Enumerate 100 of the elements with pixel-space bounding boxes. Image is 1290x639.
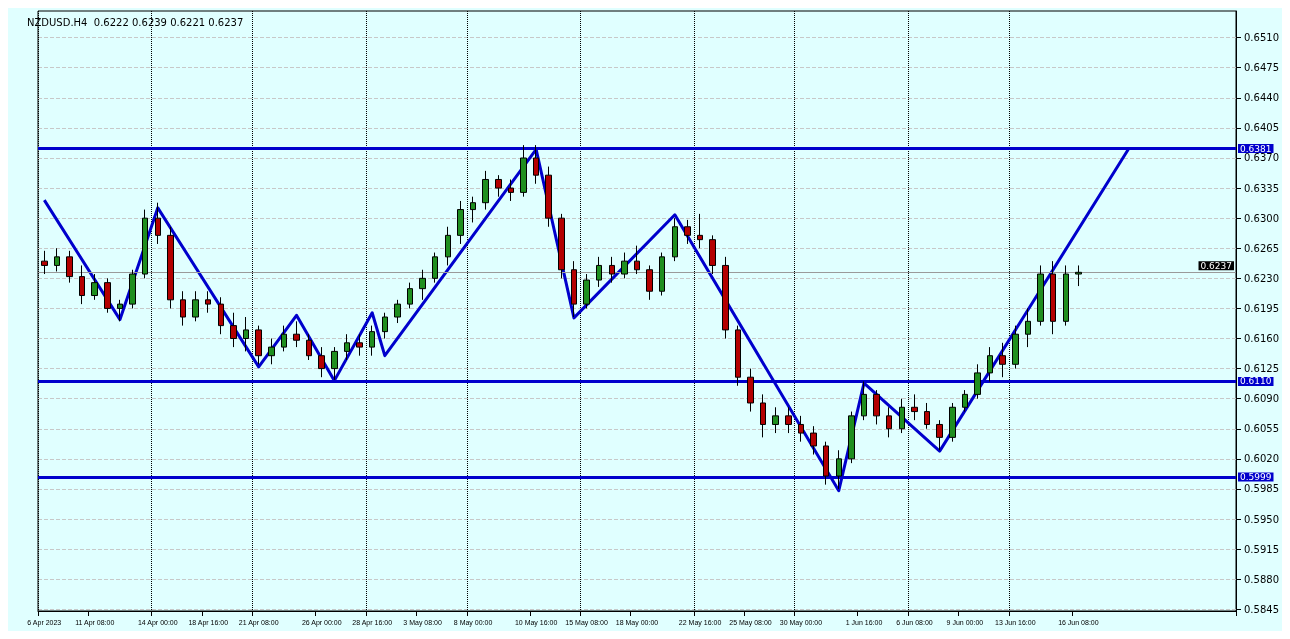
candlestick [394, 299, 401, 324]
ref-line-label: 0.6381 [1240, 143, 1272, 154]
candlestick [672, 217, 678, 262]
y-tick-label: 0.6125 [1244, 363, 1280, 375]
candlestick [659, 252, 665, 297]
y-tick-label: 0.6405 [1244, 122, 1280, 134]
candlestick [949, 402, 956, 443]
ref-line-label: 0.6110 [1240, 376, 1272, 387]
candlestick [268, 338, 275, 365]
candlestick [407, 282, 413, 309]
y-tick-label: 0.5950 [1244, 513, 1280, 525]
y-tick-label: 0.6090 [1244, 393, 1280, 405]
text: NZDUSD.H4 0.6222 0.6239 0.6221 0.6237 [27, 16, 244, 28]
ref-line-label: 0.6237 [1200, 260, 1233, 271]
candlestick [936, 419, 943, 451]
candlestick [1037, 264, 1044, 327]
y-tick-label: 0.6020 [1244, 453, 1280, 465]
candlestick [293, 320, 300, 348]
candlestick [54, 247, 60, 272]
candlestick [41, 250, 48, 275]
candlestick [470, 196, 476, 223]
candlestick [66, 250, 73, 284]
candlestick [104, 277, 111, 314]
candlestick [684, 219, 691, 245]
candlestick [836, 449, 842, 490]
candlestick [709, 234, 716, 275]
candlestick [1012, 325, 1019, 370]
candlestick [356, 333, 363, 357]
candlestick [823, 441, 829, 486]
candlestick [318, 346, 325, 378]
y-tick-label: 0.6475 [1244, 62, 1280, 74]
candlestick [785, 406, 792, 434]
candlestick [218, 296, 224, 335]
candlestick [432, 252, 438, 284]
candlestick [457, 200, 464, 245]
candlestick [571, 260, 577, 318]
candlestick [873, 389, 880, 425]
candlestick [205, 290, 211, 314]
candlestick [331, 346, 338, 381]
candlestick [495, 174, 502, 198]
candlestick [924, 402, 930, 430]
candlestick [911, 393, 918, 421]
candlestick [886, 406, 892, 438]
candlestick [482, 170, 489, 211]
y-tick-label: 0.5915 [1244, 543, 1280, 555]
candlestick [634, 245, 640, 275]
candlestick [129, 269, 136, 309]
candlestick [344, 333, 350, 361]
candlestick [369, 325, 375, 357]
candlestick [167, 226, 174, 309]
candlestick [848, 411, 855, 464]
candlestick [545, 166, 552, 228]
y-tick-label: 0.5880 [1244, 573, 1280, 585]
candlestick [621, 252, 628, 279]
candlestick [230, 312, 237, 348]
candlestick [760, 393, 766, 438]
candlestick [596, 256, 602, 288]
candlestick [306, 333, 312, 361]
y-tick-label: 0.6230 [1244, 272, 1280, 284]
candlestick [798, 415, 804, 443]
candlestick [1025, 307, 1031, 348]
y-tick-label: 0.5845 [1244, 603, 1280, 615]
candlestick [646, 264, 653, 301]
candlestick [1063, 264, 1069, 327]
y-tick-label: 0.6335 [1244, 182, 1280, 194]
candlestick [155, 202, 161, 245]
candlestick [533, 144, 539, 185]
candlestick [962, 389, 968, 413]
y-tick-label: 0.6440 [1244, 92, 1280, 104]
candlestick [508, 178, 514, 202]
y-tick-label: 0.6300 [1244, 212, 1280, 224]
candlestick [117, 299, 123, 322]
candlestick [281, 325, 287, 352]
candlestick [142, 209, 148, 279]
candlestick [382, 312, 388, 340]
candlestick [79, 264, 85, 305]
y-tick-label: 0.6195 [1244, 302, 1280, 314]
y-tick-label: 0.6055 [1244, 423, 1280, 435]
candlestick [255, 325, 262, 365]
candlestick [1050, 260, 1056, 335]
candlestick [861, 380, 867, 421]
ref-line-label: 0.5999 [1240, 471, 1272, 482]
candlestick [583, 273, 590, 309]
candlestick [772, 406, 779, 434]
candlestick [558, 213, 565, 279]
candlestick [520, 144, 527, 198]
candlestick [1075, 264, 1082, 287]
candlestick [609, 256, 615, 284]
candlestick [735, 325, 741, 387]
candlestick [192, 290, 199, 322]
candlestick [987, 346, 993, 382]
y-tick-label: 0.6160 [1244, 333, 1280, 345]
candlestick [243, 316, 249, 352]
candlestick [747, 368, 754, 413]
y-tick-label: 0.6265 [1244, 242, 1280, 254]
candlestick [445, 226, 451, 266]
candlestick [697, 213, 703, 249]
candlestick [419, 269, 426, 301]
candlestick [180, 290, 186, 327]
y-tick-label: 0.6510 [1244, 32, 1280, 44]
